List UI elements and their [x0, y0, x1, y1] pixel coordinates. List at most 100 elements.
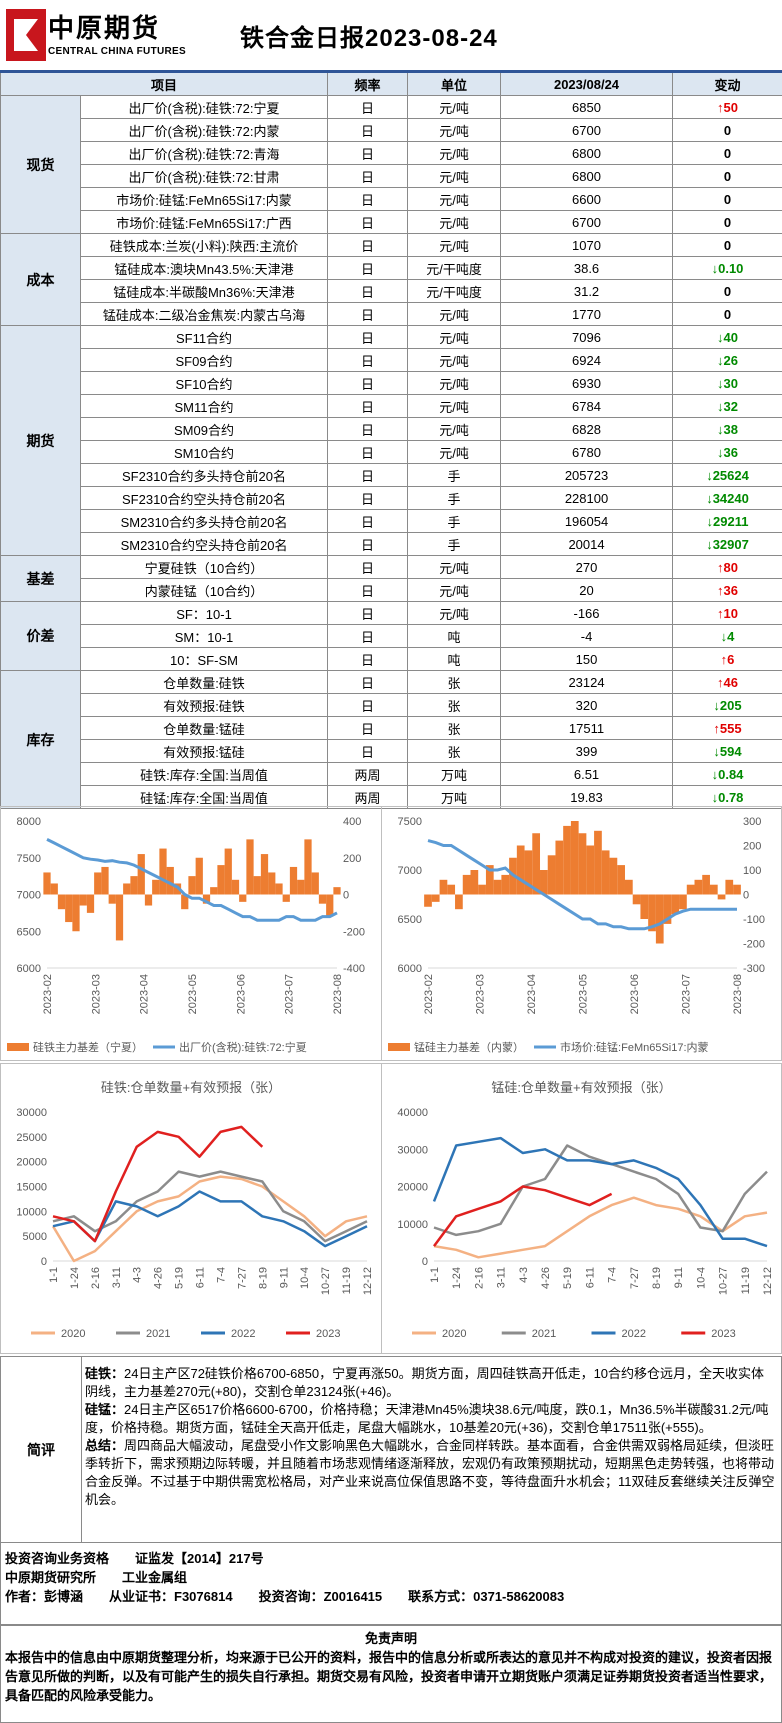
- x-tick-label: 2-16: [90, 1267, 102, 1289]
- unit-cell: 张: [407, 693, 502, 717]
- x-tick-label: 3-11: [111, 1267, 123, 1288]
- item-cell: 出厂价(含税):硅铁:72:宁夏: [79, 95, 329, 119]
- line: [432, 1136, 768, 1248]
- y-tick-label: 8000: [17, 816, 41, 828]
- bar: [181, 894, 189, 910]
- item-cell: SF10合约: [79, 371, 329, 395]
- table-row: 市场价:硅锰:FeMn65Si17:广西日元/吨 6700 0: [1, 210, 782, 234]
- table-row: 硅铁:库存:全国:当周值 两周 万吨 6.51 ↓0.84: [1, 762, 782, 786]
- bar: [231, 879, 240, 895]
- unit-cell: 张: [407, 739, 502, 763]
- bar: [72, 894, 80, 932]
- bar: [43, 872, 51, 895]
- change-cell: ↑46: [672, 670, 782, 694]
- unit-cell: 元/吨: [407, 164, 502, 188]
- change-cell: ↓32907: [672, 532, 782, 556]
- bar: [217, 865, 225, 895]
- unit-cell: 元/干吨度: [407, 279, 502, 303]
- bar: [159, 848, 167, 895]
- y-tick-label: 7000: [17, 890, 41, 902]
- unit-cell: 元/吨: [407, 440, 502, 464]
- y2-tick-label: 0: [743, 890, 749, 902]
- value-cell: 1770: [500, 302, 674, 326]
- change-cell: ↓36: [672, 440, 782, 464]
- bar: [640, 894, 649, 919]
- item-cell: 有效预报:锰硅: [79, 739, 329, 763]
- bar: [617, 865, 625, 895]
- y-tick-label: 25000: [16, 1132, 47, 1144]
- x-tick-label: 1-1: [48, 1267, 60, 1283]
- line: [427, 839, 737, 931]
- legend-label: 2021: [146, 1328, 170, 1340]
- frequency-cell: 日: [327, 210, 409, 234]
- frequency-cell: 日: [327, 394, 409, 418]
- table-row: SF10合约日元/吨 6930 ↓30: [1, 371, 782, 395]
- value-cell: 6930: [500, 371, 674, 395]
- bar: [311, 872, 319, 895]
- value-cell: 7096: [500, 325, 674, 349]
- y-tick-label: 5000: [23, 1231, 47, 1243]
- x-tick-label: 4-26: [153, 1267, 165, 1289]
- line: [51, 1175, 368, 1263]
- bar: [462, 874, 471, 895]
- y2-tick-label: -300: [743, 963, 765, 975]
- bar: [318, 894, 327, 904]
- bar: [304, 839, 312, 895]
- unit-cell: 元/吨: [407, 302, 502, 326]
- change-cell: ↓25624: [672, 463, 782, 487]
- x-tick-label: 11-19: [341, 1267, 353, 1294]
- unit-cell: 元/吨: [407, 417, 502, 441]
- bar: [439, 879, 448, 895]
- bar: [253, 876, 261, 895]
- frequency-cell: 日: [327, 233, 409, 257]
- change-cell: ↓0.78: [672, 785, 782, 809]
- paragraph-label: 硅锰：: [85, 1402, 125, 1417]
- group-cell: 库存: [0, 670, 81, 809]
- item-cell: SF2310合约多头持仓前20名: [79, 463, 329, 487]
- table-row: 内蒙硅锰（10合约）日元/吨 20 ↑36: [1, 578, 782, 602]
- item-cell: 出厂价(含税):硅铁:72:内蒙: [79, 118, 329, 142]
- footer-item: 证监发【2014】217号: [135, 1551, 264, 1566]
- table-row: 仓单数量:锰硅日张 17511 ↑555: [1, 716, 782, 740]
- frequency-cell: 日: [327, 739, 409, 763]
- bar: [224, 848, 232, 895]
- table-row: SM2310合约多头持仓前20名日手 196054 ↓29211: [1, 509, 782, 533]
- line: [433, 1144, 768, 1237]
- y-tick-label: 20000: [397, 1182, 428, 1194]
- bar: [609, 857, 618, 895]
- header-cell: 项目: [0, 70, 329, 96]
- commentary-label: 简评: [1, 1357, 82, 1542]
- unit-cell: 万吨: [407, 762, 502, 786]
- legend-label: 出厂价(含税):硅铁:72:宁夏: [179, 1040, 307, 1054]
- table-row: 硅锰:库存:全国:当周值 两周 万吨 19.83 ↓0.78: [1, 785, 782, 809]
- bar: [632, 894, 641, 905]
- item-cell: 10：SF-SM: [79, 647, 329, 671]
- value-cell: 205723: [500, 463, 674, 487]
- bar: [733, 884, 741, 895]
- bar: [289, 866, 298, 895]
- footer-item: 作者：彭博涵: [5, 1589, 84, 1604]
- x-tick-label: 12-12: [362, 1267, 374, 1295]
- chart: 6000 6500 7000 7500 8000 -400 -200 0 200 400 2023-…: [7, 816, 365, 1054]
- frequency-cell: 日: [327, 463, 409, 487]
- value-cell: 17511: [500, 716, 674, 740]
- frequency-cell: 两周: [327, 762, 409, 786]
- value-cell: 38.6: [500, 256, 674, 280]
- data-table: 项目 频率 单位 2023/08/24 变动 现货 出厂价(含税):硅铁:72:宁夏日元/吨…: [0, 70, 782, 809]
- bar: [424, 894, 432, 907]
- paragraph-text: 24日主产区72硅铁价格6700-6850，宁夏再涨50。期货方面，周四硅铁高开…: [85, 1366, 765, 1399]
- unit-cell: 元/吨: [407, 601, 502, 625]
- change-cell: 0: [672, 279, 782, 303]
- bar: [470, 870, 479, 895]
- item-cell: SM2310合约多头持仓前20名: [79, 509, 329, 533]
- paragraph-label: 硅铁：: [85, 1366, 125, 1381]
- x-tick-label: 10-27: [718, 1267, 730, 1295]
- disclaimer-text: 本报告中的信息由中原期货整理分析，均来源于已公开的资料，报告中的信息分析或所表达…: [5, 1650, 773, 1703]
- y-tick-label: 10000: [397, 1219, 428, 1231]
- change-cell: ↓4: [672, 624, 782, 648]
- table-row: 库存 仓单数量:硅铁日张 23124 ↑46: [0, 670, 782, 809]
- x-tick-label: 2023-07: [284, 974, 296, 1014]
- item-cell: 内蒙硅锰（10合约）: [79, 578, 329, 602]
- item-cell: 锰硅成本:澳块Mn43.5%:天津港: [79, 256, 329, 280]
